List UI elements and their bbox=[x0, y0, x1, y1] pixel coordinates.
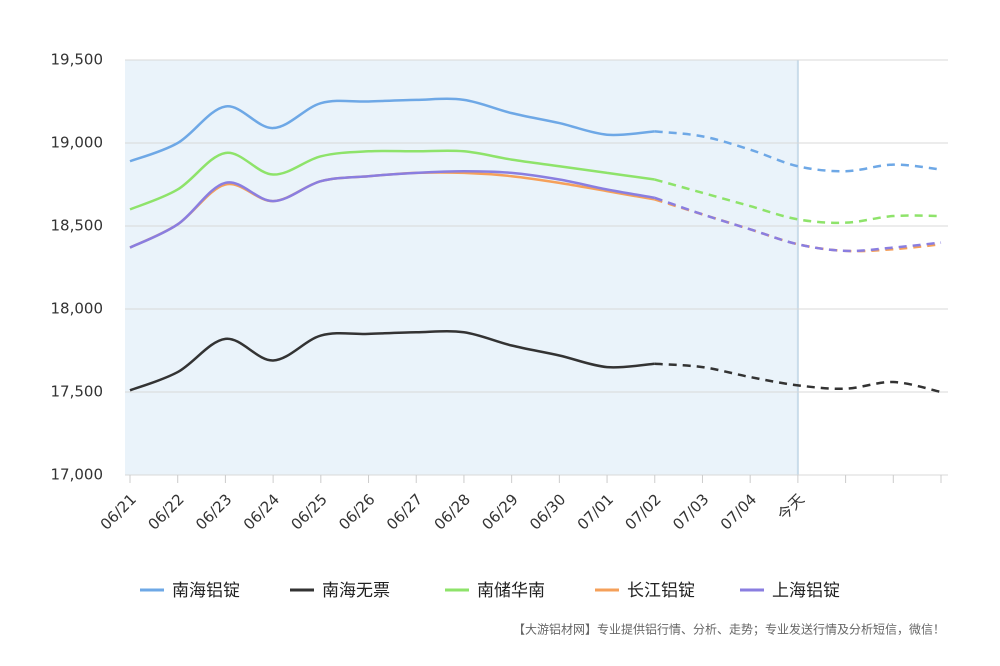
legend-label: 上海铝锭 bbox=[772, 581, 840, 601]
x-tick-label: 今天 bbox=[774, 490, 808, 524]
y-tick-label: 19,000 bbox=[51, 134, 104, 152]
x-tick-label: 07/02 bbox=[621, 490, 664, 533]
x-tick-label: 06/29 bbox=[478, 490, 521, 533]
x-tick-label: 07/03 bbox=[669, 490, 712, 533]
x-tick-label: 06/24 bbox=[240, 490, 283, 533]
legend-item: 南海铝锭 bbox=[140, 581, 240, 601]
x-tick-label: 06/26 bbox=[335, 490, 378, 533]
series-line bbox=[129, 169, 655, 249]
series-line bbox=[129, 329, 655, 392]
y-tick-label: 18,000 bbox=[51, 300, 104, 318]
footer-note: 【大游铝材网】专业提供铝行情、分析、走势；专业发送行情及分析短信，微信！ bbox=[513, 622, 945, 637]
x-tick-label: 06/25 bbox=[288, 490, 331, 533]
y-tick-label: 17,500 bbox=[51, 383, 104, 401]
legend-item: 上海铝锭 bbox=[740, 581, 840, 601]
y-tick-label: 19,500 bbox=[51, 51, 104, 69]
series-line bbox=[129, 97, 655, 163]
forecast-line bbox=[654, 178, 942, 225]
x-tick-label: 06/30 bbox=[526, 490, 569, 533]
x-tick-label: 06/23 bbox=[192, 490, 235, 533]
legend-label: 长江铝锭 bbox=[627, 581, 695, 601]
legend-label: 南海铝锭 bbox=[172, 581, 240, 601]
forecast-line bbox=[654, 130, 942, 173]
plot-highlight bbox=[125, 60, 798, 475]
x-tick-label: 06/28 bbox=[431, 490, 474, 533]
y-tick-label: 17,000 bbox=[51, 466, 104, 484]
legend-label: 南储华南 bbox=[477, 581, 545, 601]
legend-item: 长江铝锭 bbox=[595, 581, 695, 601]
x-tick-label: 07/04 bbox=[717, 490, 760, 533]
y-tick-label: 18,500 bbox=[51, 217, 104, 235]
x-tick-label: 06/27 bbox=[383, 490, 426, 533]
x-tick-label: 06/21 bbox=[97, 490, 140, 533]
x-tick-label: 07/01 bbox=[574, 490, 617, 533]
forecast-line bbox=[654, 198, 942, 253]
series-line bbox=[129, 149, 655, 211]
forecast-line bbox=[654, 362, 942, 394]
legend-item: 南海无票 bbox=[290, 581, 390, 601]
legend-label: 南海无票 bbox=[322, 581, 390, 601]
x-tick-label: 06/22 bbox=[144, 490, 187, 533]
legend-item: 南储华南 bbox=[445, 581, 545, 601]
